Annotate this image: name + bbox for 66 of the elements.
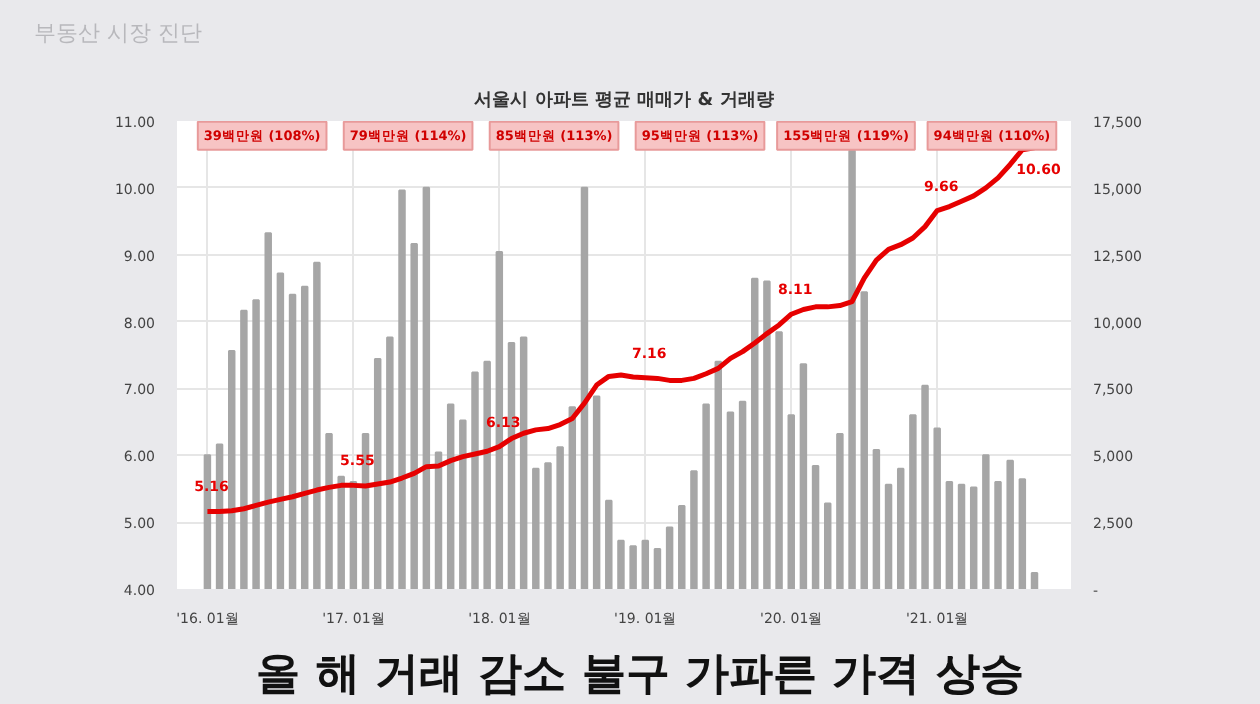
chart-title: 서울시 아파트 평균 매매가 & 거래량 [474, 91, 774, 111]
bar [775, 331, 783, 589]
bar [276, 272, 285, 589]
bar [751, 277, 759, 589]
bar [629, 545, 637, 589]
bar [337, 475, 345, 589]
bar [617, 539, 625, 589]
bar [519, 336, 528, 589]
bar [483, 360, 491, 589]
bar [872, 448, 881, 589]
bar [763, 280, 771, 589]
bar [957, 483, 966, 589]
bar [982, 454, 990, 589]
bar [532, 467, 540, 589]
bar [714, 360, 722, 589]
bar [373, 358, 382, 589]
bar [300, 285, 309, 589]
bar [665, 526, 674, 589]
bar [568, 406, 577, 589]
bar [313, 261, 321, 589]
bar [641, 539, 650, 589]
bar [969, 486, 978, 589]
bar [605, 499, 613, 589]
bar [921, 384, 929, 589]
text: 올 해 거래 감소 불구 가파른 가격 상승 [256, 648, 1024, 704]
bar [349, 481, 358, 589]
bar [933, 427, 941, 589]
bar [288, 293, 297, 589]
bar [1006, 459, 1014, 589]
bar [252, 299, 260, 589]
bar [690, 470, 698, 589]
bar [860, 291, 868, 589]
bar [459, 419, 467, 589]
bar [386, 336, 394, 589]
bar [653, 547, 662, 589]
bar [228, 349, 236, 589]
bar [1018, 478, 1027, 589]
bar [240, 309, 248, 589]
bar [726, 411, 735, 589]
bar [909, 414, 917, 589]
bar [410, 243, 418, 589]
bar [325, 432, 333, 589]
bar [446, 403, 455, 589]
bar [824, 502, 832, 589]
bar [896, 467, 905, 589]
bar [556, 446, 564, 589]
bar [592, 395, 601, 589]
bar [580, 186, 589, 589]
bar [702, 403, 710, 589]
bar [471, 371, 479, 589]
bar [884, 483, 893, 589]
bar [787, 414, 795, 589]
bar [945, 481, 954, 589]
bar [544, 462, 552, 589]
bar [264, 232, 272, 589]
bar [836, 432, 844, 589]
bar [434, 451, 443, 589]
bar [398, 189, 406, 589]
bar [848, 149, 856, 589]
bar [994, 481, 1002, 589]
bar [678, 505, 686, 589]
bar [1030, 571, 1039, 589]
bar [422, 186, 431, 589]
bar [799, 363, 808, 589]
bar [811, 464, 820, 589]
bar [738, 400, 747, 589]
